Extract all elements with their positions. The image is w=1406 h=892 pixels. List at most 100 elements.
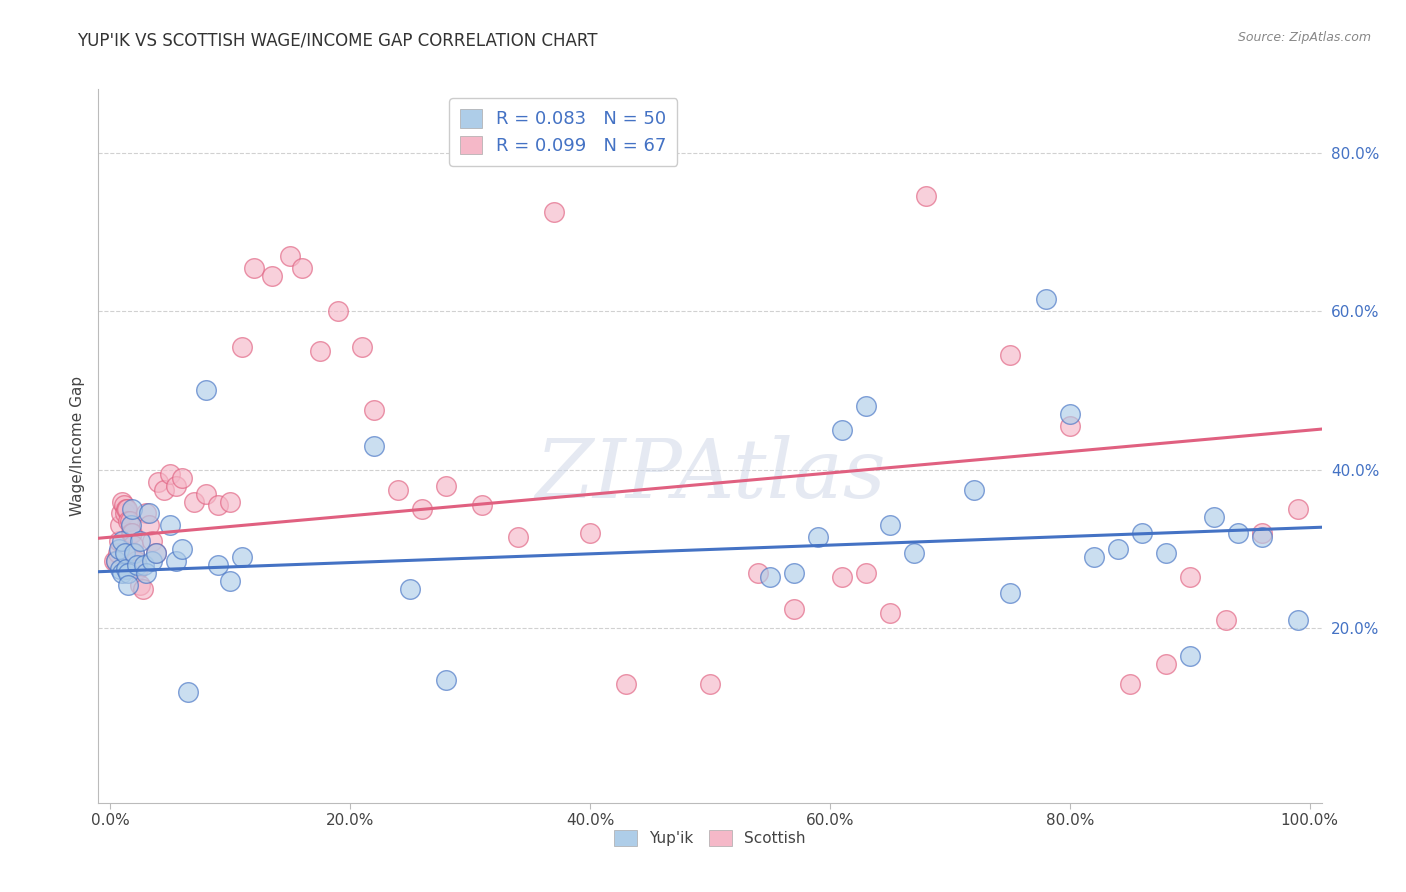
Point [1107,542,1129,557]
Point [138,507,160,521]
Point [1083,549,1105,564]
Legend: Yup'ik, Scottish: Yup'ik, Scottish [609,824,811,852]
Point [108,534,129,549]
Point [165,478,187,492]
Point [783,566,806,580]
Point [183,494,205,508]
Point [207,558,229,572]
Point [207,499,229,513]
Point [411,502,433,516]
Point [1250,526,1272,541]
Point [747,566,769,580]
Point [159,518,181,533]
Point [117,578,139,592]
Point [879,606,901,620]
Point [105,554,128,568]
Point [879,518,901,533]
Point [115,562,138,576]
Point [291,260,314,275]
Point [1154,546,1177,560]
Point [1215,614,1237,628]
Point [855,566,877,580]
Point [108,542,129,557]
Point [115,502,138,516]
Point [120,518,142,533]
Point [153,483,176,497]
Point [124,546,146,560]
Point [434,673,457,687]
Point [127,562,149,576]
Point [159,467,181,481]
Point [328,304,350,318]
Point [1130,526,1153,541]
Point [117,566,139,580]
Point [165,554,187,568]
Point [132,582,155,596]
Point [121,502,143,516]
Point [195,384,218,398]
Point [145,546,167,560]
Point [1178,649,1201,664]
Point [915,189,938,203]
Point [998,348,1021,362]
Point [129,534,152,549]
Point [108,518,131,533]
Point [903,546,925,560]
Point [135,507,157,521]
Point [434,478,457,492]
Point [543,205,565,219]
Point [1250,530,1272,544]
Point [243,260,266,275]
Point [309,343,332,358]
Point [195,486,218,500]
Point [129,578,152,592]
Point [121,526,143,541]
Point [759,570,782,584]
Point [115,502,138,516]
Point [111,566,134,580]
Point [148,475,170,489]
Y-axis label: Wage/Income Gap: Wage/Income Gap [69,376,84,516]
Point [172,542,194,557]
Point [1119,677,1142,691]
Point [363,439,385,453]
Point [783,601,806,615]
Point [145,546,167,560]
Point [141,534,163,549]
Point [103,554,125,568]
Point [122,538,145,552]
Point [262,268,284,283]
Point [118,514,141,528]
Point [1154,657,1177,671]
Point [1059,407,1081,421]
Point [1178,570,1201,584]
Point [114,546,136,560]
Point [231,549,253,564]
Point [172,471,194,485]
Text: YUP'IK VS SCOTTISH WAGE/INCOME GAP CORRELATION CHART: YUP'IK VS SCOTTISH WAGE/INCOME GAP CORRE… [77,31,598,49]
Point [125,558,148,572]
Point [1035,293,1057,307]
Point [1059,419,1081,434]
Point [110,507,132,521]
Point [105,554,128,568]
Point [508,530,530,544]
Point [399,582,422,596]
Point [111,494,134,508]
Point [112,499,135,513]
Point [1286,502,1309,516]
Point [1286,614,1309,628]
Point [219,574,242,588]
Point [387,483,409,497]
Point [219,494,242,508]
Point [471,499,494,513]
Point [177,685,200,699]
Point [831,423,853,437]
Point [614,677,637,691]
Point [363,403,385,417]
Point [124,554,146,568]
Point [855,400,877,414]
Text: ZIPAtlas: ZIPAtlas [534,434,886,515]
Point [135,566,157,580]
Point [831,570,853,584]
